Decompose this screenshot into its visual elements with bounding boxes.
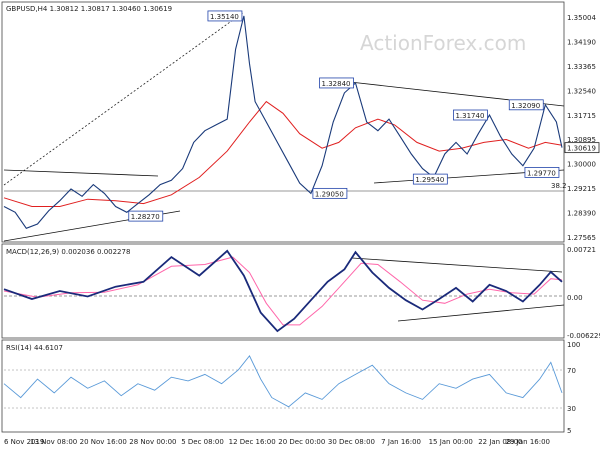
price-label-box [453,109,488,121]
channel-upper-left [3,169,159,177]
price-label-box [319,77,354,89]
price-y-tick: 1.29215 [567,185,596,193]
price-label: 1.31740 [455,112,484,120]
price-label-box [207,10,243,22]
x-tick: 13 Nov 08:00 [30,438,77,446]
price-y-tick: 1.31715 [567,112,596,120]
price-line [3,15,563,229]
x-tick: 29 Jan 16:00 [506,438,550,446]
rsi-panel-title: RSI(14) 44.6107 [6,344,63,352]
price-label-box [128,210,164,222]
fib-level-label: 38.2 [551,182,567,190]
rsi-series-group [3,355,563,408]
price-panel-title: GBPUSD,H4 1.30812 1.30817 1.30460 1.3061… [6,5,172,13]
x-tick: 28 Nov 00:00 [129,438,176,446]
price-y-tick: 1.30895 [567,136,596,144]
macd-y-axis: 0.00721 0.00 -0.006229 [567,246,600,340]
macd-line [3,249,563,333]
trendline-dotted [3,11,245,186]
x-tick: 20 Nov 16:00 [80,438,127,446]
price-y-tick: 1.34190 [567,38,596,46]
price-label: 1.29050 [315,190,344,198]
price-label: 1.35140 [210,13,239,21]
x-tick: 15 Jan 00:00 [429,438,473,446]
price-y-tick: 1.35004 [567,14,596,22]
price-y-axis: 1.35004 1.34190 1.33365 1.32540 1.31715 1.308… [564,14,600,242]
x-tick: 22 Jan 08:00 [478,438,522,446]
price-y-tick: 1.33365 [567,63,596,71]
macd-panel-title: MACD(12,26,9) 0.002036 0.002278 [6,248,130,256]
price-label-box [312,187,348,199]
moving-average-line [3,100,563,207]
macd-y-tick: -0.006229 [567,332,600,340]
last-price-label: 1.30619 [567,145,596,153]
macd-y-tick: 0.00 [567,294,583,302]
price-y-tick: 1.30000 [567,161,596,169]
x-tick: 5 Dec 08:00 [181,438,224,446]
price-y-tick: 1.32540 [567,87,596,95]
price-y-tick: 1.27565 [567,234,596,242]
price-panel-frame [1,1,565,243]
price-label: 1.29770 [527,169,556,177]
price-series-group [3,15,563,229]
macd-signal-line [3,256,563,326]
rsi-y-axis: 100 70 30 5 [567,341,580,435]
macd-lower-trend [397,304,565,322]
macd-upper-trend [351,257,563,273]
price-labels-group: 1.35140 1.32840 1.32090 1.31740 1.29540 1.297… [128,10,560,222]
x-tick: 12 Dec 16:00 [229,438,276,446]
macd-panel-frame [1,243,565,339]
rsi-y-tick: 30 [567,405,576,413]
x-tick: 7 Jan 16:00 [381,438,421,446]
rsi-line [3,355,563,408]
macd-y-tick: 0.00721 [567,246,596,254]
price-label: 1.29540 [415,176,444,184]
macd-series-group [3,249,563,333]
last-price-box [564,142,600,154]
price-label: 1.32840 [322,80,351,88]
price-label-box [524,167,560,178]
price-label-box [412,173,448,185]
x-tick: 20 Dec 00:00 [278,438,325,446]
rsi-y-tick: 100 [567,341,580,349]
price-label: 1.32090 [511,102,540,110]
price-label-box [508,99,544,111]
x-tick: 30 Dec 08:00 [328,438,375,446]
watermark: ActionForex.com [360,31,526,55]
price-label: 1.28270 [131,213,160,221]
rsi-panel-frame [1,339,565,433]
rsi-y-tick: 5 [567,427,571,435]
x-tick: 6 Nov 2019 [4,438,44,446]
rsi-y-tick: 70 [567,367,576,375]
price-y-tick: 1.28390 [567,210,596,218]
